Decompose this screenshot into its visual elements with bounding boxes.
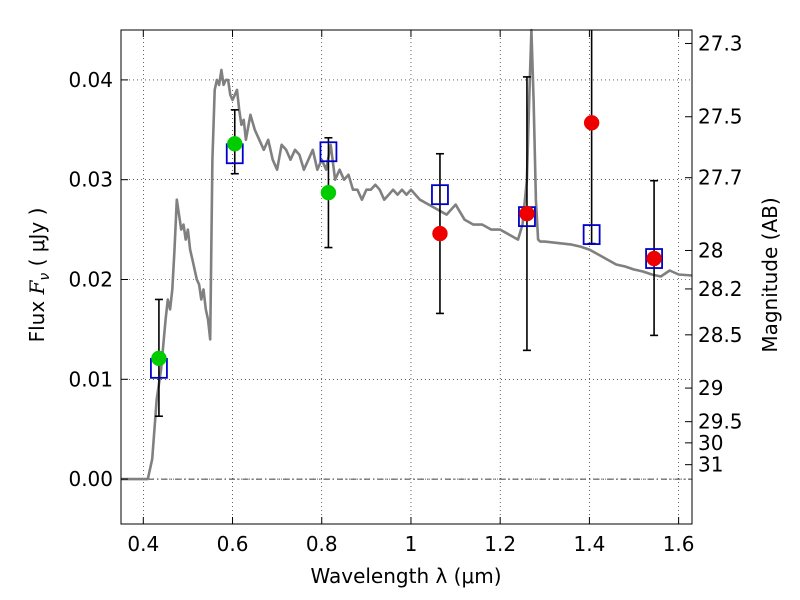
- y-tick-label-2: 0.02: [68, 267, 113, 291]
- square-marker-5: [582, 224, 601, 245]
- x-tick-label-6: 1.6: [663, 532, 695, 556]
- mag-tick-label-6: 29: [698, 376, 723, 400]
- mag-tick-label-7: 29.5: [698, 410, 743, 434]
- mag-tick-label-5: 28.5: [698, 323, 743, 347]
- x-axis-label: Wavelength λ (μm): [310, 564, 501, 588]
- x-tick-label-2: 0.8: [306, 532, 338, 556]
- mag-tick-label-1: 27.5: [698, 105, 743, 129]
- red-circle-marker-3: [646, 250, 662, 267]
- plot-frame: [120, 29, 693, 525]
- mag-tick-label-9: 31: [698, 453, 723, 477]
- mag-tick-label-2: 27.7: [698, 166, 743, 190]
- y-axis-label-prefix: Flux: [25, 301, 49, 343]
- x-tick-label-0: 0.4: [127, 532, 159, 556]
- mag-tick-label-3: 28: [698, 238, 723, 262]
- y-axis-label: Flux Fν ( μJy ): [25, 208, 53, 343]
- square-marker-3: [431, 184, 449, 206]
- y-tick-label-1: 0.01: [68, 367, 113, 391]
- x-tick-label-5: 1.4: [573, 532, 605, 556]
- data-markers: [150, 115, 663, 379]
- x-tick-label-4: 1.2: [484, 532, 516, 556]
- x-tick-label-3: 1: [405, 532, 418, 556]
- x-axis-ticks: 0.4 0.6 0.8 1 1.2 1.4 1.6: [127, 30, 695, 556]
- model-spectrum-line: [121, 28, 693, 481]
- square-marker-2: [319, 141, 338, 163]
- y-tick-label-4: 0.04: [68, 68, 113, 92]
- magnitude-axis-label: Magnitude (AB): [758, 197, 782, 352]
- x-tick-label-1: 0.6: [217, 532, 249, 556]
- y-axis-ticks: 0.00 0.01 0.02 0.03 0.04: [68, 68, 128, 491]
- y-tick-label-3: 0.03: [68, 168, 113, 192]
- y-axis-label-subscript: ν: [37, 273, 53, 281]
- y-axis-label-unit: ( μJy ): [25, 208, 49, 267]
- square-marker-6: [645, 248, 663, 269]
- y-tick-label-0: 0.00: [68, 467, 113, 491]
- green-circle-marker-2: [320, 184, 337, 201]
- red-circle-marker-0: [432, 225, 448, 242]
- mag-tick-label-4: 28.2: [698, 277, 743, 301]
- y-axis-label-symbol: F: [25, 279, 49, 295]
- red-circle-marker-2: [583, 115, 600, 131]
- mag-tick-label-0: 27.3: [698, 31, 743, 55]
- green-circle-marker-1: [227, 136, 243, 152]
- mag-tick-label-8: 30: [698, 431, 723, 455]
- grid-lines: [121, 30, 692, 524]
- green-circle-marker-0: [151, 350, 167, 367]
- red-circle-marker-1: [519, 205, 535, 222]
